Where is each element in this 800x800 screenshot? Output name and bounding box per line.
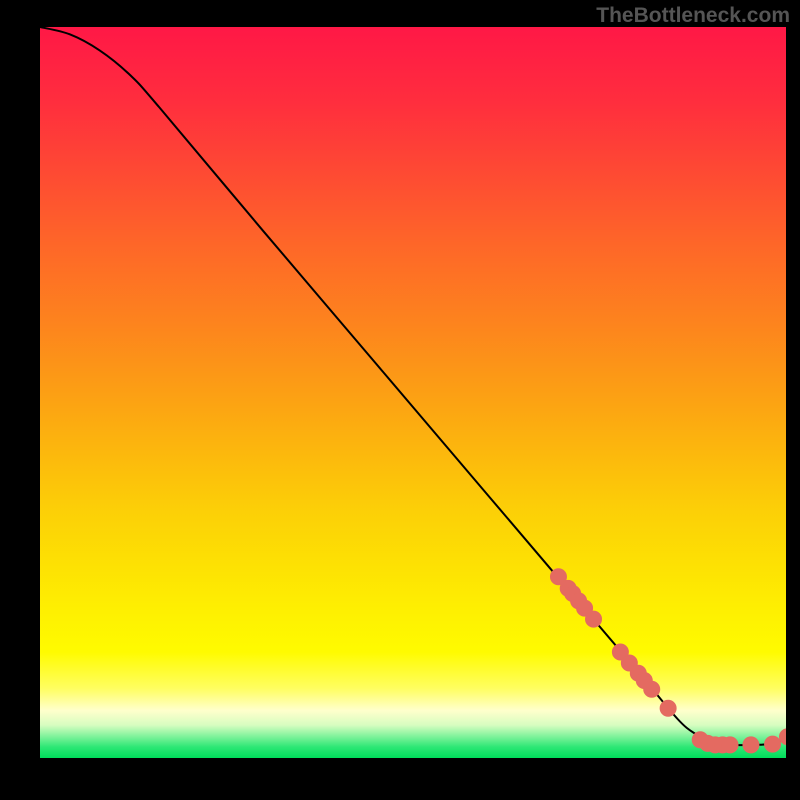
data-marker [660,700,676,716]
data-marker [644,681,660,697]
data-marker [722,737,738,753]
data-marker [586,611,602,627]
watermark-text: TheBottleneck.com [596,4,790,28]
data-marker [765,736,781,752]
data-marker [743,737,759,753]
chart-background [40,27,786,758]
chart-svg [40,27,786,758]
chart-container: TheBottleneck.com [0,0,800,800]
